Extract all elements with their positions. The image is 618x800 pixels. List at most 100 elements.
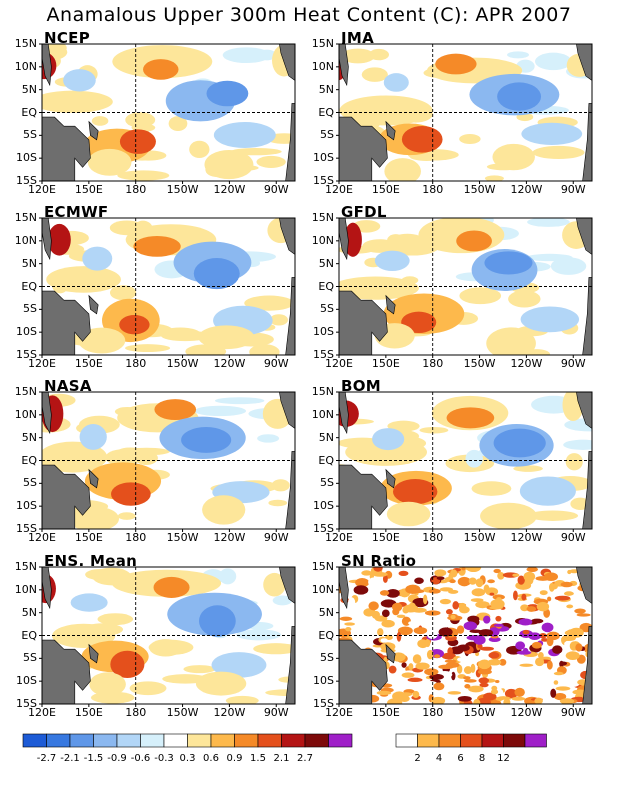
anomaly-contour	[534, 52, 572, 71]
lat-label: 15N	[311, 37, 334, 50]
snr-contour	[415, 662, 430, 670]
snr-contour	[386, 589, 400, 598]
lat-label: 10N	[14, 407, 37, 421]
colorbar-label: -2.1	[60, 753, 80, 764]
colorbar-label: 2	[414, 753, 421, 764]
snr-contour	[517, 575, 525, 585]
lat-label: 10S	[313, 674, 334, 688]
snr-contour	[535, 657, 545, 667]
panel-name: ECMWF	[44, 203, 109, 221]
lon-label: 180	[422, 357, 444, 370]
lat-label: 15S	[313, 522, 334, 535]
map-panel: GFDL 15N 10N 5N EQ 5S 10S 15S 120E 150E 180 150W 120…	[297, 203, 595, 376]
anomaly-contour	[513, 465, 543, 472]
snr-contour	[353, 585, 369, 595]
snr-contour	[463, 676, 471, 680]
snr-contour	[478, 677, 490, 684]
anomaly-contour	[63, 69, 96, 92]
lon-label: 150W	[166, 357, 199, 370]
snr-contour	[546, 636, 554, 647]
heat-content-map	[336, 566, 593, 707]
map-panel: JMA 15N 10N 5N EQ 5S 10S 15S 120E 150E 180 150W 120W…	[297, 29, 595, 202]
lon-label: 90W	[263, 357, 289, 370]
lat-label: 5S	[320, 476, 334, 490]
snr-contour	[382, 574, 388, 583]
anomaly-contour	[507, 51, 529, 59]
snr-contour	[513, 590, 518, 601]
land-mass	[582, 451, 592, 529]
snr-contour	[522, 629, 530, 635]
snr-contour	[456, 625, 465, 634]
snr-contour	[559, 661, 568, 666]
snr-contour	[493, 568, 501, 574]
snr-contour	[555, 686, 571, 691]
lon-label: 120W	[510, 706, 543, 719]
anomaly-contour	[465, 449, 483, 468]
snr-contour	[339, 620, 346, 626]
snr-contour	[493, 623, 504, 627]
anomaly-contour	[68, 506, 119, 529]
lat-label: 5N	[21, 82, 37, 96]
panel-name: JMA	[341, 29, 375, 47]
land-mass	[42, 218, 52, 261]
land-mass	[279, 218, 295, 255]
lat-label: 15N	[14, 385, 37, 398]
snr-contour	[439, 598, 452, 605]
lat-label: 15S	[16, 174, 37, 187]
lon-label: 90W	[560, 357, 586, 370]
snr-contour	[459, 606, 470, 614]
anomaly-contour	[446, 407, 495, 429]
snr-contour	[445, 609, 453, 615]
colorbar-swatch	[417, 733, 440, 748]
lon-label: 120W	[213, 357, 246, 370]
land-mass	[582, 626, 592, 704]
snr-contour	[492, 700, 502, 704]
snr-contour	[445, 661, 460, 668]
snr-contour	[535, 576, 551, 581]
snr-contour	[478, 629, 494, 637]
heat-content-map	[336, 217, 593, 358]
lat-label: 10N	[311, 233, 334, 247]
snr-contour	[450, 569, 458, 578]
anomaly-contour	[183, 665, 216, 674]
panel-name: NASA	[44, 377, 92, 395]
snr-contour	[396, 614, 406, 618]
snr-contour	[475, 601, 490, 609]
snr-contour	[565, 651, 580, 660]
anomaly-contour	[193, 258, 240, 290]
snr-contour	[485, 587, 499, 596]
snr-contour	[457, 576, 471, 587]
colorbar-label: 1.5	[250, 753, 266, 764]
snr-contour	[456, 664, 463, 674]
snr-contour	[488, 652, 500, 659]
anomaly-contour	[459, 287, 502, 305]
snr-contour	[468, 577, 477, 585]
anomaly-contour	[202, 495, 246, 525]
anomaly-contour	[213, 122, 276, 149]
colorbar-swatch	[257, 733, 282, 748]
anomaly-contour	[124, 344, 171, 353]
land-mass	[279, 567, 295, 604]
snr-contour	[523, 571, 536, 582]
anomaly-contour	[109, 285, 137, 301]
lat-label: 10S	[313, 325, 334, 339]
lat-label: EQ	[318, 279, 334, 293]
lon-label: 150W	[166, 531, 199, 544]
snr-contour	[554, 595, 571, 601]
anomaly-contour	[154, 399, 197, 421]
colorbar-label: 0.6	[203, 753, 219, 764]
panel-name: GFDL	[341, 203, 387, 221]
snr-contour	[388, 665, 397, 674]
land-mass	[582, 277, 592, 355]
snr-contour	[412, 690, 420, 699]
map-panel: ECMWF 15N 10N 5N EQ 5S 10S 15S 120E 150E 180 150W 12…	[0, 203, 298, 376]
anomaly-contour	[527, 510, 579, 521]
snr-contour	[344, 622, 356, 626]
lon-label: 150W	[166, 183, 199, 196]
snr-contour	[452, 601, 460, 610]
anomaly-contour	[493, 428, 546, 458]
colorbar-swatch	[328, 733, 353, 748]
lat-label: 5S	[23, 128, 37, 142]
land-mass	[279, 392, 295, 429]
snr-contour	[412, 654, 422, 664]
